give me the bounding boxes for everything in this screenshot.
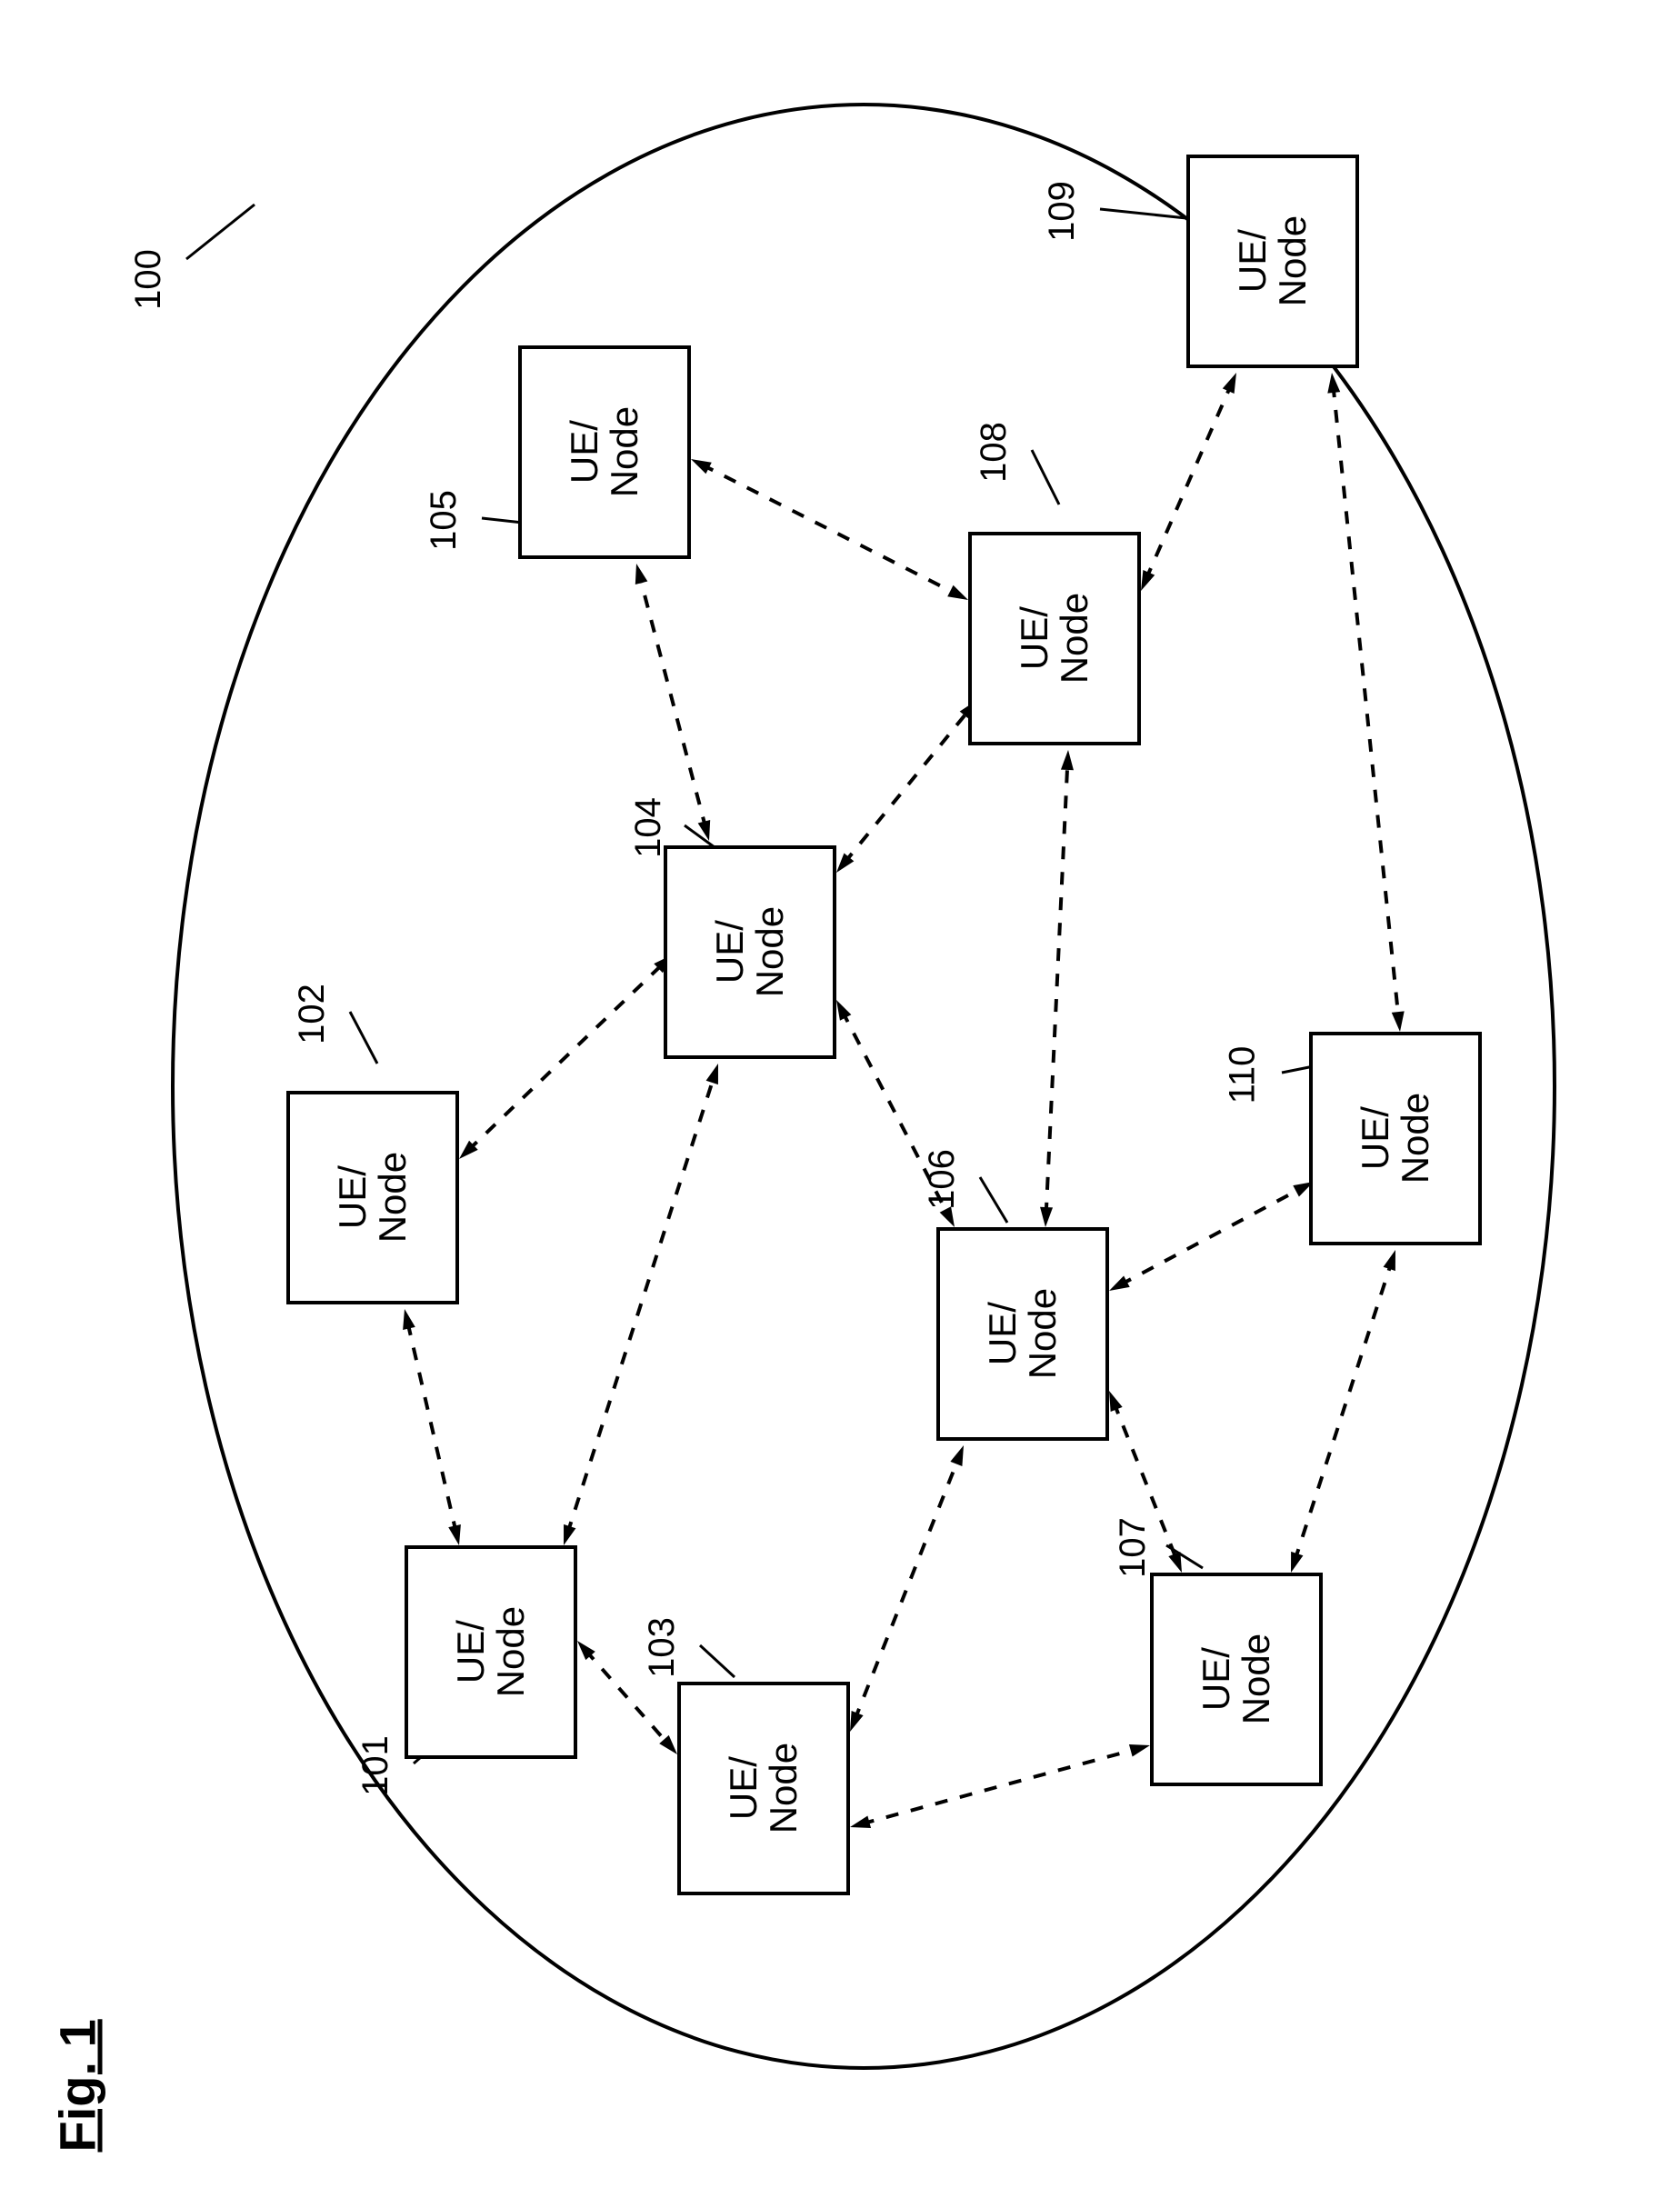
- node-label: UE/Node: [1015, 593, 1095, 684]
- node-label: UE/Node: [565, 406, 645, 497]
- node-109: UE/Node: [1186, 155, 1359, 368]
- node-label: UE/Node: [333, 1152, 413, 1243]
- node-label: UE/Node: [710, 906, 790, 997]
- node-ref-label: 102: [292, 984, 333, 1044]
- node-label-line1: UE/: [563, 421, 605, 485]
- diagram-stage: Fig. 1 100 UE/Node 101 UE/Node 102 UE/Node 103…: [0, 0, 1680, 2208]
- node-label: UE/Node: [1233, 215, 1313, 306]
- node-103: UE/Node: [677, 1682, 850, 1895]
- node-label-line2: Node: [1235, 1634, 1277, 1724]
- node-label-line2: Node: [1271, 215, 1314, 306]
- node-102: UE/Node: [286, 1091, 459, 1304]
- node-ref-label: 101: [355, 1735, 396, 1796]
- node-label-line2: Node: [603, 406, 645, 497]
- node-label-line1: UE/: [708, 921, 751, 984]
- node-ref-label: 106: [922, 1149, 963, 1210]
- figure-caption: Fig. 1: [48, 2019, 107, 2152]
- node-107: UE/Node: [1150, 1573, 1323, 1786]
- node-label: UE/Node: [724, 1743, 804, 1833]
- node-label-line1: UE/: [1013, 607, 1055, 671]
- node-ref-label: 103: [642, 1617, 683, 1678]
- node-101: UE/Node: [405, 1545, 577, 1759]
- node-106: UE/Node: [936, 1227, 1109, 1441]
- node-ref-label: 110: [1222, 1046, 1263, 1104]
- node-label: UE/Node: [451, 1606, 531, 1697]
- node-ref-label: 109: [1042, 181, 1083, 242]
- node-label-line1: UE/: [1195, 1648, 1237, 1712]
- node-ref-label: 104: [628, 797, 669, 858]
- node-label-line2: Node: [1021, 1288, 1064, 1379]
- node-label-line1: UE/: [722, 1757, 765, 1821]
- node-label-line2: Node: [748, 906, 791, 997]
- node-104: UE/Node: [664, 845, 836, 1059]
- node-ref-label: 108: [974, 422, 1015, 483]
- node-label-line1: UE/: [1354, 1107, 1396, 1171]
- node-label-line2: Node: [1053, 593, 1095, 684]
- node-ref-label: 107: [1113, 1517, 1154, 1578]
- boundary-ref-label: 100: [128, 249, 169, 310]
- node-ref-label: 105: [424, 490, 465, 551]
- node-label-line1: UE/: [1231, 230, 1274, 294]
- node-108: UE/Node: [968, 532, 1141, 745]
- node-label: UE/Node: [1196, 1634, 1276, 1724]
- node-label: UE/Node: [983, 1288, 1063, 1379]
- node-label-line2: Node: [762, 1743, 805, 1833]
- node-label-line2: Node: [489, 1606, 532, 1697]
- node-110: UE/Node: [1309, 1032, 1482, 1245]
- node-label-line2: Node: [1394, 1093, 1436, 1184]
- node-105: UE/Node: [518, 345, 691, 559]
- node-label-line2: Node: [371, 1152, 414, 1243]
- node-label-line1: UE/: [449, 1621, 492, 1684]
- node-label-line1: UE/: [981, 1303, 1024, 1366]
- node-label: UE/Node: [1355, 1093, 1435, 1184]
- node-label-line1: UE/: [331, 1166, 374, 1230]
